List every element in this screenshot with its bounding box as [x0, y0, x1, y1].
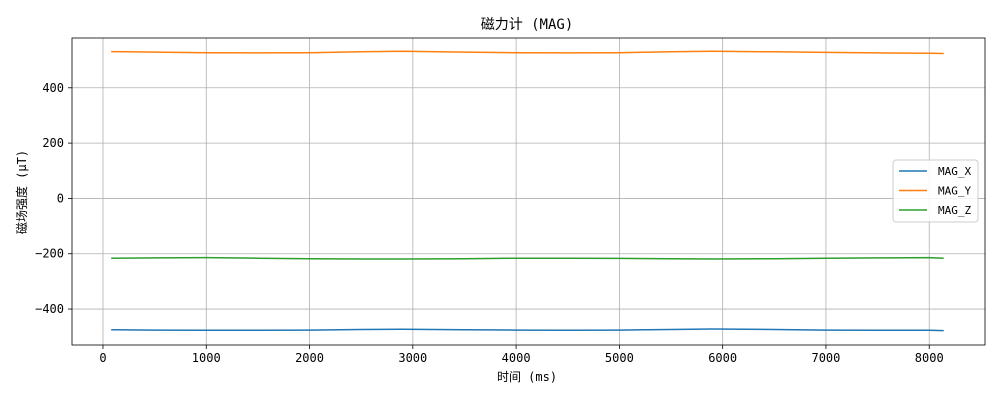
y-axis-title: 磁场强度 (μT): [14, 150, 29, 234]
plot-frame: [71, 37, 986, 346]
y-tick-label: 0: [57, 191, 64, 205]
y-tick-label: −400: [35, 302, 64, 316]
y-tick-label: −200: [35, 247, 64, 261]
legend-label: MAG_Z: [938, 204, 971, 217]
x-axis: 0 1000 2000 3000 4000 5000 6000 7000 8000: [99, 345, 944, 365]
x-tick-label: 6000: [708, 351, 737, 365]
series-line-mag-z: [111, 256, 944, 260]
x-tick-label: 7000: [811, 351, 840, 365]
x-tick-label: 3000: [398, 351, 427, 365]
series-line-mag-y: [111, 50, 944, 55]
series-lines: [111, 50, 944, 332]
x-tick-label: 0: [99, 351, 106, 365]
legend-box: [892, 159, 979, 223]
x-axis-title: 时间 (ms): [497, 370, 557, 384]
legend: MAG_X MAG_Y MAG_Z: [892, 159, 979, 223]
x-tick-label: 1000: [192, 351, 221, 365]
y-tick-label: 200: [42, 136, 64, 150]
chart-title: 磁力计 (MAG): [481, 17, 574, 33]
series-line-mag-x: [111, 328, 944, 332]
legend-label: MAG_Y: [938, 185, 971, 198]
x-tick-label: 5000: [605, 351, 634, 365]
legend-label: MAG_X: [938, 165, 971, 178]
y-axis: −400 −200 0 200 400: [35, 81, 72, 316]
x-tick-label: 4000: [502, 351, 531, 365]
x-tick-label: 8000: [915, 351, 944, 365]
grid: [72, 38, 985, 345]
x-tick-label: 2000: [295, 351, 324, 365]
y-tick-label: 400: [42, 81, 64, 95]
